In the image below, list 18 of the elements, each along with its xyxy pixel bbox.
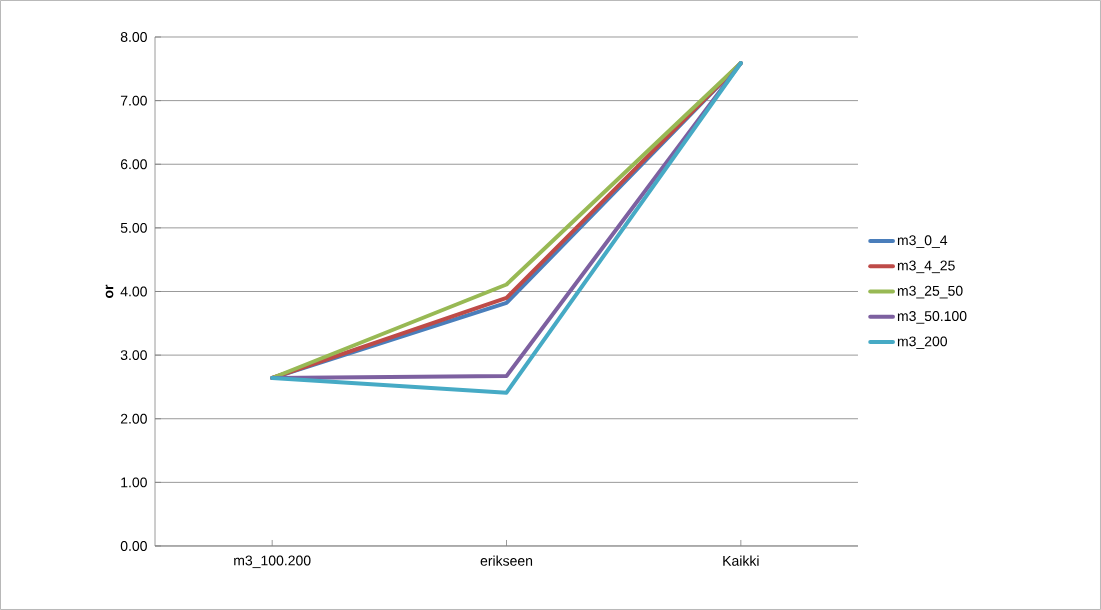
y-tick-label: 8.00	[120, 32, 147, 42]
y-tick-label: 7.00	[120, 95, 147, 106]
legend-label: m3_4_25	[897, 260, 955, 274]
x-tick-label: erikseen	[480, 555, 533, 566]
legend-label: m3_50.100	[897, 311, 967, 324]
y-tick-label: 1.00	[121, 477, 147, 488]
y-tick-label: 6.00	[120, 159, 147, 170]
y-tick-label: 4.00	[120, 286, 147, 297]
y-tick-label: 0.00	[120, 541, 147, 551]
y-tick-label: 2.00	[120, 413, 147, 424]
legend-label: m3_200	[897, 336, 948, 349]
y-tick-label: 3.00	[120, 350, 147, 361]
legend-label: m3_25_50	[897, 285, 963, 299]
x-tick-label: m3_100.200	[234, 555, 311, 569]
legend-label: m3_0_4	[897, 235, 948, 248]
x-tick-label: Kaikki	[723, 555, 759, 566]
y-axis-title: or	[105, 284, 114, 298]
y-tick-label: 5.00	[120, 222, 147, 233]
